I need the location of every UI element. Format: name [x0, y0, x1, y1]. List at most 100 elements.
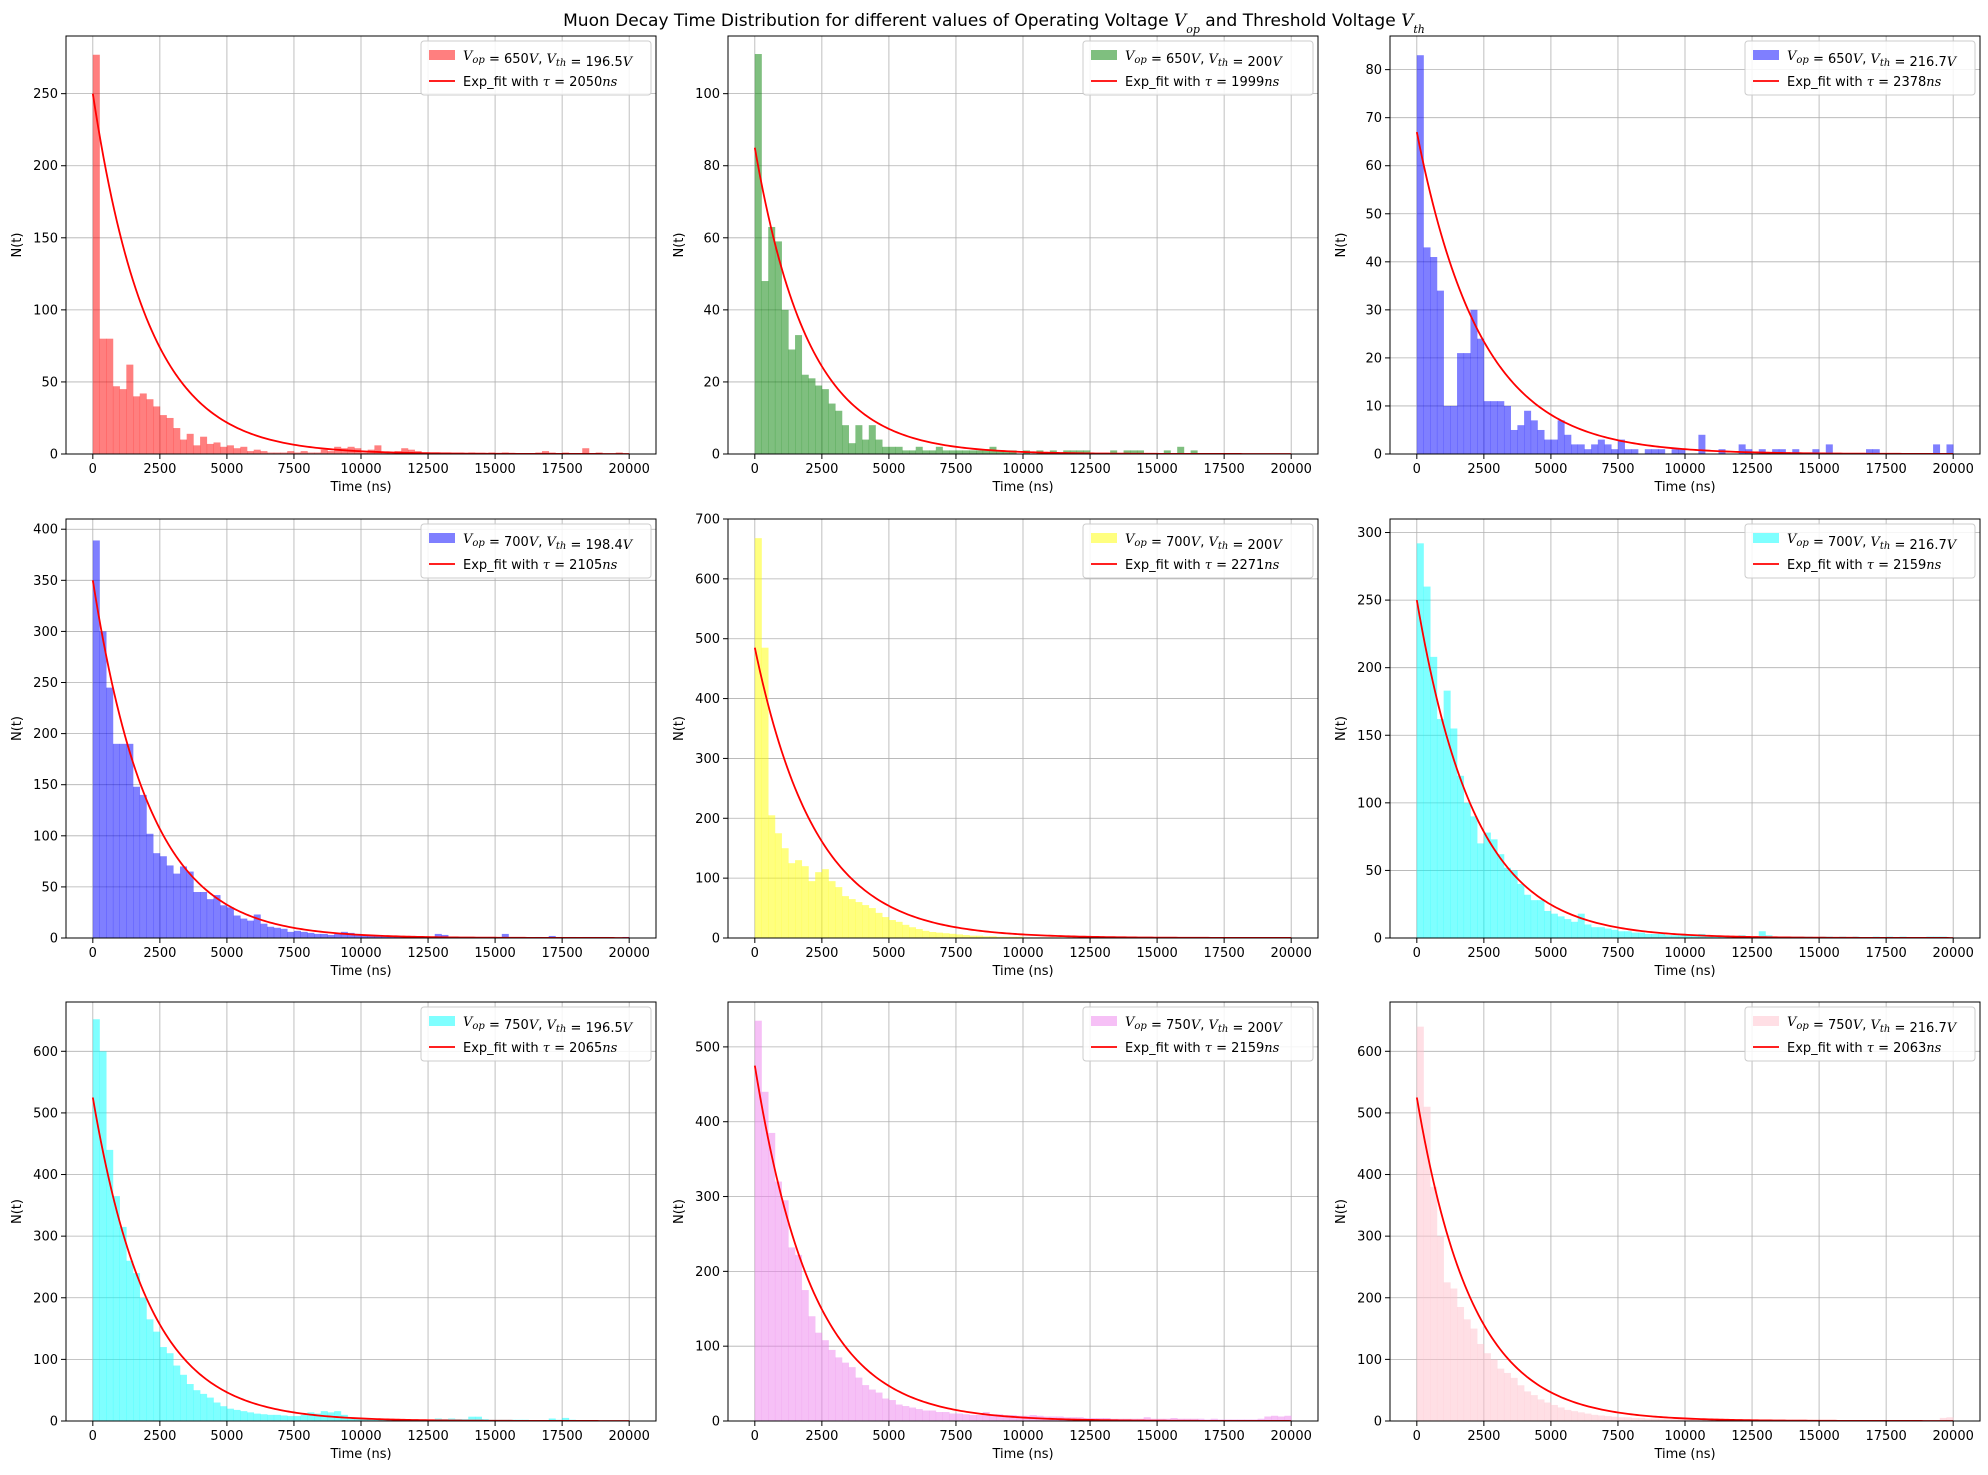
y-axis-label: N(t) — [672, 716, 687, 741]
histogram-bar — [1571, 921, 1579, 938]
histogram-bar — [213, 895, 221, 938]
histogram-bar — [582, 448, 590, 454]
histogram-bar — [1436, 719, 1444, 938]
y-tick-label: 400 — [695, 1115, 720, 1130]
histogram-bar — [781, 309, 789, 454]
histogram-bar — [929, 450, 937, 454]
histogram-bar — [929, 1410, 937, 1421]
histogram-bar — [1490, 401, 1498, 454]
histogram-bar — [788, 349, 796, 454]
histogram-bar — [126, 743, 134, 938]
legend-hist-swatch — [1091, 533, 1117, 543]
histogram-bar — [1497, 1368, 1505, 1421]
histogram-bar — [179, 439, 187, 454]
histogram-bar — [1644, 1418, 1652, 1421]
y-axis-label: N(t) — [672, 1199, 687, 1224]
histogram-bar — [133, 786, 141, 938]
legend-box — [420, 523, 652, 579]
histogram-bar — [1658, 449, 1666, 454]
histogram-bar — [1002, 936, 1010, 938]
histogram-bar — [267, 1414, 275, 1421]
histogram-bars — [1416, 55, 1954, 454]
x-tick-label: 12500 — [407, 462, 448, 477]
histogram-bar — [1430, 656, 1438, 938]
histogram-bar — [989, 936, 997, 938]
x-tick-label: 7500 — [939, 946, 972, 961]
histogram-bar — [1284, 1415, 1292, 1421]
x-tick-label: 7500 — [1601, 462, 1634, 477]
histogram-bar — [1517, 1385, 1525, 1421]
histogram-bar — [1872, 449, 1880, 454]
histogram-bar — [996, 1414, 1004, 1421]
histogram-bar — [761, 1091, 769, 1421]
histogram-bar — [159, 856, 167, 938]
chart-panel-6: 0 2500 5000 7500 10000 12500 15000 17500 20000 0 5… — [1334, 518, 1981, 979]
legend: Vop = 750V, Vth = 196.5V Exp_fit with τ =… — [420, 1006, 652, 1062]
x-tick-label: 5000 — [1534, 1429, 1567, 1444]
histogram-bar — [962, 935, 970, 938]
histogram-bar — [1069, 450, 1077, 454]
y-tick-label: 0 — [712, 448, 720, 463]
histogram-bar — [949, 450, 957, 454]
histogram-bar — [293, 930, 301, 938]
histogram-bar — [1443, 405, 1451, 454]
x-tick-label: 5000 — [1534, 946, 1567, 961]
histogram-bar — [1550, 1404, 1558, 1421]
histogram-bar — [1423, 586, 1431, 938]
y-axis-label: N(t) — [1334, 1199, 1349, 1224]
y-tick-label: 100 — [1357, 796, 1382, 811]
y-tick-label: 0 — [712, 932, 720, 947]
x-tick-label: 12500 — [1731, 946, 1772, 961]
histogram-bar — [828, 1349, 836, 1421]
histogram-bar — [1530, 1395, 1538, 1421]
histogram-bar — [949, 933, 957, 938]
histogram-bar — [976, 935, 984, 938]
histogram-bar — [882, 446, 890, 454]
histogram-bar — [1477, 843, 1485, 938]
y-tick-label: 500 — [695, 1040, 720, 1055]
histogram-bar — [955, 934, 963, 938]
histogram-bar — [909, 450, 917, 454]
histogram-bar — [1631, 449, 1639, 454]
histogram-bar — [1083, 450, 1091, 454]
histogram-bar — [808, 881, 816, 938]
x-tick-label: 2500 — [143, 1429, 176, 1444]
histogram-bar — [548, 1418, 556, 1421]
histogram-bar — [821, 389, 829, 454]
histogram-bar — [146, 833, 154, 938]
histogram-bar — [1002, 450, 1010, 454]
x-tick-label: 10000 — [340, 1429, 381, 1444]
legend-fit-label: Exp_fit with τ = 2065ns — [463, 1041, 618, 1056]
chart-panel-2: 0 2500 5000 7500 10000 12500 15000 17500 20000 0 2… — [672, 35, 1319, 495]
x-tick-label: 17500 — [1865, 462, 1906, 477]
histogram-bar — [902, 450, 910, 454]
histogram-bar — [1557, 420, 1565, 454]
legend: Vop = 700V, Vth = 198.4V Exp_fit with τ =… — [420, 523, 652, 579]
histogram-bar — [1524, 410, 1532, 454]
histogram-bar — [1825, 444, 1833, 454]
x-tick-label: 7500 — [1601, 946, 1634, 961]
histogram-bar — [915, 929, 923, 938]
x-tick-label: 12500 — [407, 946, 448, 961]
histogram-bar — [200, 892, 208, 938]
x-tick-label: 12500 — [1069, 1429, 1110, 1444]
histogram-bar — [106, 338, 114, 454]
x-tick-label: 7500 — [277, 1429, 310, 1444]
y-tick-label: 150 — [33, 778, 58, 793]
histogram-bar — [1691, 1419, 1699, 1421]
histogram-bar — [1577, 1412, 1585, 1421]
histogram-bar — [982, 450, 990, 454]
histogram-bar — [788, 863, 796, 938]
x-tick-label: 20000 — [1933, 462, 1974, 477]
histogram-bar — [1624, 449, 1632, 454]
histogram-bar — [99, 338, 107, 454]
histogram-bar — [273, 1414, 281, 1421]
histogram-bar — [1130, 450, 1138, 454]
histogram-bar — [119, 389, 127, 454]
x-tick-label: 20000 — [1271, 462, 1312, 477]
histogram-bar — [1591, 927, 1599, 938]
histogram-bar — [280, 1415, 288, 1421]
histogram-bar — [1658, 1418, 1666, 1421]
histogram-bar — [1483, 832, 1491, 938]
